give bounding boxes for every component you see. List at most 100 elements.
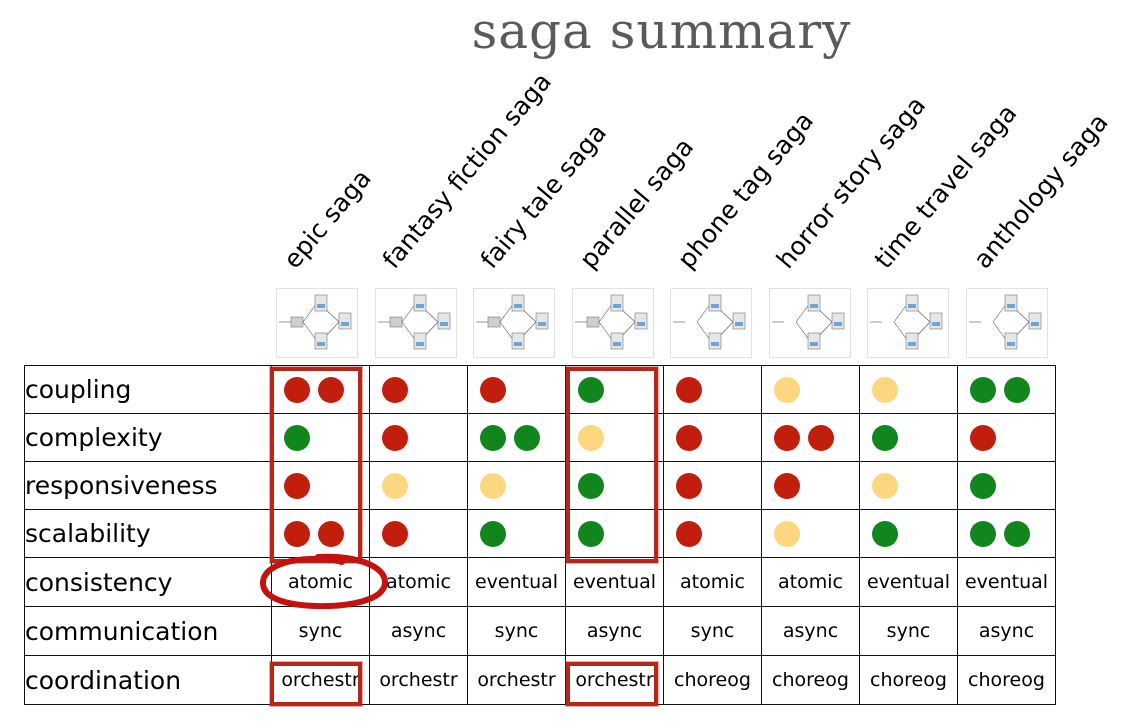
- table-cell: [663, 461, 762, 510]
- table-row: consistency atomic atomic eventual eventual a…: [24, 557, 1056, 607]
- rating-dot-green: [480, 424, 506, 451]
- cell-value: orchestr: [379, 669, 458, 691]
- rating-dots: [566, 472, 663, 499]
- table-cell: [467, 461, 566, 510]
- table-cell: async: [369, 606, 468, 656]
- highlight-epic-saga-column: [270, 367, 362, 563]
- rating-dots: [370, 376, 467, 403]
- rating-dot-yellow: [480, 472, 506, 499]
- table-row: responsiveness: [24, 461, 1056, 510]
- rating-dots: [468, 376, 565, 403]
- rating-dots: [272, 424, 369, 451]
- table-cell: eventual: [565, 557, 664, 607]
- cell-value: sync: [494, 620, 539, 642]
- table-cell: [467, 413, 566, 462]
- table-cell: [271, 365, 370, 414]
- cell-value: sync: [690, 620, 735, 642]
- table-cell: [271, 509, 370, 558]
- rating-dot-red: [318, 520, 344, 547]
- row-label: scalability: [24, 509, 272, 558]
- rating-dot-red: [676, 472, 702, 499]
- table-cell: [859, 413, 958, 462]
- highlight-epic-saga-coordination: [270, 662, 362, 706]
- table-cell: async: [565, 606, 664, 656]
- cell-value: choreog: [674, 669, 751, 691]
- table-row: complexity: [24, 413, 1056, 462]
- rating-dots: [272, 472, 369, 499]
- table-cell: async: [761, 606, 860, 656]
- table-cell: sync: [663, 606, 762, 656]
- table-cell: choreog: [663, 655, 762, 705]
- rating-dots: [958, 376, 1055, 403]
- rating-dot-red: [774, 472, 800, 499]
- table-row: coordination orchestr orchestr orchestr orch…: [24, 655, 1056, 705]
- rating-dot-yellow: [872, 376, 898, 403]
- rating-dots: [272, 520, 369, 547]
- table-cell: [761, 509, 860, 558]
- table-cell: eventual: [957, 557, 1056, 607]
- table-cell: [957, 365, 1056, 414]
- rating-dot-green: [1004, 376, 1030, 403]
- rating-dot-yellow: [774, 376, 800, 403]
- table-row: communication sync async sync async sync async…: [24, 606, 1056, 656]
- cell-value: choreog: [968, 669, 1045, 691]
- rating-dot-yellow: [382, 472, 408, 499]
- rating-dot-red: [382, 376, 408, 403]
- row-label: communication: [24, 606, 272, 656]
- table-cell: sync: [271, 606, 370, 656]
- table-cell: choreog: [957, 655, 1056, 705]
- table-cell: [859, 461, 958, 510]
- rating-dot-red: [284, 376, 310, 403]
- cell-value: sync: [886, 620, 931, 642]
- rating-dots: [958, 424, 1055, 451]
- table-cell: [467, 365, 566, 414]
- table-cell: [663, 413, 762, 462]
- cell-value: eventual: [572, 571, 657, 593]
- table-cell: sync: [859, 606, 958, 656]
- saga-diagram-thumbnail: [768, 288, 851, 358]
- rating-dot-green: [872, 520, 898, 547]
- rating-dots: [762, 472, 859, 499]
- table-row: coupling: [24, 365, 1056, 414]
- table-cell: [369, 461, 468, 510]
- rating-dot-red: [284, 520, 310, 547]
- rating-dots: [566, 520, 663, 547]
- cell-value: atomic: [778, 571, 843, 593]
- table-cell: [859, 365, 958, 414]
- rating-dot-red: [480, 376, 506, 403]
- column-header: epic saga: [277, 163, 377, 274]
- page-title: saga summary: [471, 2, 852, 60]
- cell-value: orchestr: [477, 669, 556, 691]
- table-cell: atomic: [271, 557, 370, 607]
- rating-dots: [370, 472, 467, 499]
- rating-dot-yellow: [578, 424, 604, 451]
- rating-dot-red: [808, 424, 834, 451]
- rating-dots: [664, 520, 761, 547]
- rating-dot-red: [970, 424, 996, 451]
- rating-dot-red: [382, 424, 408, 451]
- rating-dot-green: [578, 520, 604, 547]
- rating-dot-red: [318, 376, 344, 403]
- rating-dots: [468, 520, 565, 547]
- highlight-parallel-saga-column: [566, 367, 658, 563]
- table-cell: choreog: [859, 655, 958, 705]
- rating-dot-red: [382, 520, 408, 547]
- saga-diagram-thumbnail: [276, 288, 358, 358]
- saga-diagram-thumbnail: [965, 288, 1048, 358]
- rating-dots: [664, 472, 761, 499]
- rating-dot-green: [284, 424, 310, 451]
- row-label: consistency: [24, 557, 272, 607]
- table-cell: [369, 365, 468, 414]
- table-cell: [663, 509, 762, 558]
- table-cell: eventual: [467, 557, 566, 607]
- table-cell: [271, 461, 370, 510]
- table-cell: [761, 461, 860, 510]
- cell-value: atomic: [386, 571, 451, 593]
- rating-dots: [566, 376, 663, 403]
- rating-dots: [272, 376, 369, 403]
- cell-value: atomic: [288, 571, 353, 593]
- rating-dots: [762, 520, 859, 547]
- row-label: complexity: [24, 413, 272, 462]
- saga-diagram-thumbnail: [473, 288, 555, 358]
- table-cell: [369, 509, 468, 558]
